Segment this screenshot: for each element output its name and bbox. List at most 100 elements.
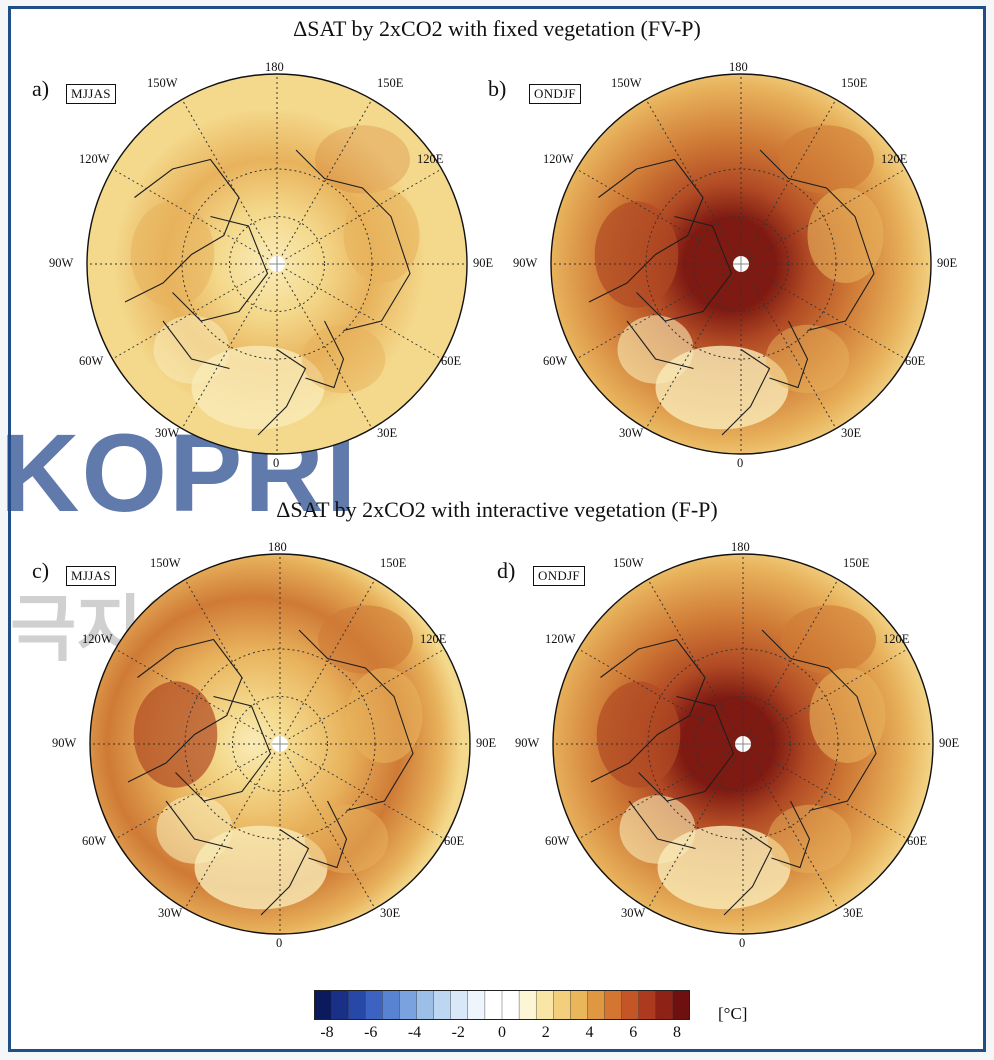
longitude-label-n120e: 120E [883, 632, 910, 646]
longitude-label-n150e: 150E [380, 556, 407, 570]
coastline [260, 829, 310, 916]
coastline [175, 695, 272, 802]
meridian-line [740, 168, 906, 265]
colorbar-swatch [621, 990, 640, 1020]
longitude-label-n120w: 120W [79, 152, 110, 166]
temperature-patch [781, 605, 876, 674]
colorbar-swatch [382, 990, 401, 1020]
meridian-line [740, 263, 906, 360]
longitude-label-left: 90W [52, 736, 77, 750]
coastline [723, 829, 773, 916]
temperature-patch [318, 605, 413, 674]
colorbar-swatch [347, 990, 366, 1020]
longitude-label-left: 90W [49, 256, 74, 270]
coastline [588, 158, 704, 303]
longitude-label-left: 90W [513, 256, 538, 270]
coastline [759, 149, 875, 332]
meridian-line [112, 168, 278, 265]
longitude-label-n120w: 120W [545, 632, 576, 646]
meridian-line [115, 648, 281, 745]
polar-map [550, 73, 932, 455]
coastline [771, 800, 811, 869]
temperature-patch [191, 345, 325, 430]
longitude-label-n150e: 150E [377, 76, 404, 90]
coastline [305, 320, 345, 389]
pole-marker [735, 736, 751, 752]
colorbar-tick-label: -4 [407, 1024, 422, 1041]
temperature-patch [596, 681, 681, 788]
colorbar-tick-label: -8 [320, 1024, 334, 1041]
temperature-patch [779, 125, 874, 194]
longitude-label-right: 90E [937, 256, 958, 270]
meridian-line [645, 99, 742, 265]
longitude-label-n30w: 30W [619, 426, 644, 440]
panel-tag: d) [497, 558, 516, 583]
temperature-patch [594, 201, 679, 308]
longitude-label-n150w: 150W [613, 556, 644, 570]
longitude-label-bottom: 0 [739, 936, 746, 950]
polar-map [86, 73, 468, 455]
meridian-line [115, 743, 281, 840]
colorbar-swatch [638, 990, 657, 1020]
polar-map [552, 553, 934, 935]
longitude-label-n150e: 150E [841, 76, 868, 90]
season-label: ONDJF [529, 84, 581, 104]
longitude-label-n120e: 120E [881, 152, 908, 166]
meridian-line [112, 263, 278, 360]
season-label: MJJAS [66, 84, 116, 104]
temperature-patch [343, 188, 420, 283]
longitude-label-n60e: 60E [441, 354, 462, 368]
colorbar-swatch [535, 990, 554, 1020]
longitude-label-n150w: 150W [150, 556, 181, 570]
coastline [761, 629, 877, 812]
temperature-patch [346, 668, 423, 763]
coastline [638, 695, 735, 802]
pole-marker [269, 256, 285, 272]
coastline [162, 320, 230, 370]
longitude-label-n30w: 30W [621, 906, 646, 920]
coastline [127, 638, 243, 783]
longitude-label-bottom: 0 [737, 456, 744, 470]
title-bottom: ΔSAT by 2xCO2 with interactive vegetatio… [276, 497, 718, 522]
meridian-line [181, 99, 278, 265]
coastline [626, 320, 694, 370]
meridian-line [181, 263, 278, 429]
colorbar-swatch [314, 990, 332, 1020]
meridian-line [742, 743, 908, 840]
colorbar-swatch [655, 990, 674, 1020]
meridian-line [279, 743, 376, 909]
meridian-line [742, 743, 839, 909]
longitude-label-right: 90E [473, 256, 494, 270]
colorbar-tick-label: 0 [498, 1024, 506, 1041]
temperature-patch [619, 795, 696, 864]
temperature-patch [130, 201, 215, 308]
coastline [636, 215, 733, 322]
temperature-patch [153, 315, 230, 384]
longitude-label-top: 180 [265, 60, 284, 74]
meridian-line [276, 263, 442, 360]
temperature-patch [809, 668, 886, 763]
longitude-label-n60w: 60W [543, 354, 568, 368]
colorbar-swatch [587, 990, 606, 1020]
longitude-label-n60w: 60W [82, 834, 107, 848]
colorbar-tick-label: 8 [673, 1024, 681, 1041]
meridian-line [276, 263, 373, 429]
temperature-patch [194, 825, 328, 910]
longitude-label-n30w: 30W [155, 426, 180, 440]
longitude-label-n30e: 30E [377, 426, 398, 440]
coastline [721, 349, 771, 436]
meridian-line [740, 99, 837, 265]
meridian-line [645, 263, 742, 429]
longitude-label-n30w: 30W [158, 906, 183, 920]
longitude-label-n150e: 150E [843, 556, 870, 570]
longitude-label-left: 90W [515, 736, 540, 750]
longitude-label-n30e: 30E [843, 906, 864, 920]
meridian-line [276, 99, 373, 265]
colorbar-tick-label: 4 [585, 1024, 594, 1041]
coastline [308, 800, 348, 869]
colorbar-swatch [672, 990, 690, 1020]
longitude-label-n120w: 120W [82, 632, 113, 646]
longitude-label-top: 180 [731, 540, 750, 554]
longitude-label-n120w: 120W [543, 152, 574, 166]
colorbar-swatch [433, 990, 452, 1020]
